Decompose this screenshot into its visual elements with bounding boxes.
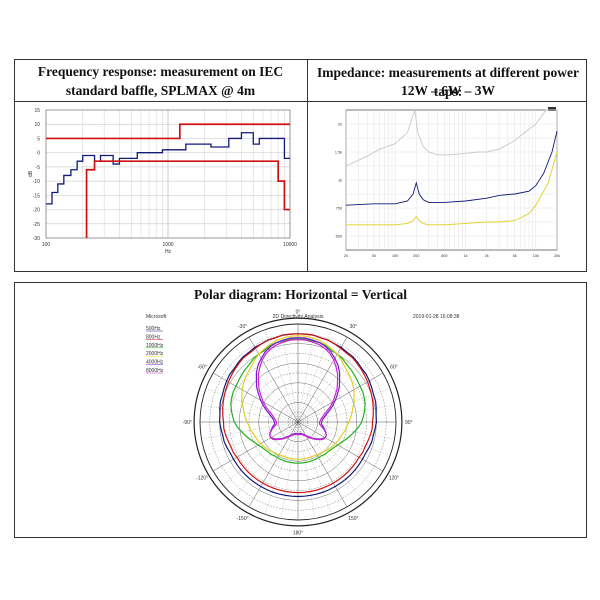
legend-entry-1000Hz: 1000Hz: [146, 343, 164, 349]
impedance-title-line1: Impedance: measurements at different pow…: [317, 65, 579, 99]
polar-curve-8000Hz: [257, 339, 339, 441]
frequency-response-title: Frequency response: measurement on IEC s…: [37, 64, 284, 98]
polar-angle-label: 60°: [390, 365, 398, 371]
x-tick-label: 100: [392, 254, 398, 258]
polar-angle-label: 90°: [405, 420, 413, 426]
polar-spoke: [297, 372, 383, 423]
column-divider: [307, 59, 308, 272]
x-tick-label: 5k: [513, 254, 517, 258]
top-table: [14, 59, 587, 272]
y-tick-label: -10: [33, 179, 40, 185]
polar-curve-800Hz: [222, 333, 374, 494]
polar-diagram-title: Polar diagram: Horizontal = Vertical: [194, 287, 407, 302]
legend-header: Microsoft: [146, 314, 167, 320]
polar-angle-label: -120°: [196, 475, 208, 481]
polar-angle-label: 150°: [348, 516, 358, 522]
red-series-line: [46, 123, 290, 140]
y-tick-label: 500: [336, 235, 342, 239]
legend-entry-2000Hz: 2000Hz: [146, 351, 164, 357]
polar-angle-label: 180°: [293, 531, 303, 537]
x-tick-label: 50: [372, 254, 376, 258]
y-tick-label: 1k: [338, 179, 342, 183]
polar-angle-label: -60°: [197, 365, 206, 371]
corner-logo: [548, 107, 556, 111]
y-tick-label: 750: [336, 207, 342, 211]
x-tick-label: 20k: [554, 254, 560, 258]
plot-area: [45, 109, 291, 239]
y-tick-label: 10: [34, 122, 40, 128]
y-tick-label: 0: [37, 151, 40, 157]
polar-curve-2000Hz: [241, 335, 355, 460]
impedance-12W-line: [346, 151, 558, 226]
polar-timestamp: 2019-01-28 16:08:38: [413, 314, 460, 320]
polar-spoke: [248, 337, 299, 423]
impedance-title-line2: 12W – 6W – 3W: [400, 83, 495, 98]
polar-spoke: [213, 372, 299, 423]
polar-panel: [14, 282, 587, 538]
x-tick-label: 500: [441, 254, 447, 258]
polar-angle-label: 120°: [389, 475, 399, 481]
y-tick-label: 1.5k: [335, 151, 342, 155]
blue-series-line: [46, 132, 290, 205]
legend-entry-800Hz: 800Hz: [146, 334, 161, 340]
impedance-3W-line: [345, 109, 557, 167]
x-tick-label: 100: [42, 242, 51, 248]
red-series-line: [85, 160, 290, 238]
polar-angle-label: -30°: [238, 324, 247, 330]
x-tick-label: 1k: [463, 254, 467, 258]
polar-angle-label: -90°: [183, 420, 192, 426]
polar-angle-label: 30°: [350, 324, 358, 330]
x-tick-label: 1000: [162, 242, 173, 248]
polar-curve-500Hz: [218, 333, 378, 498]
y-axis-label: dB: [28, 170, 34, 177]
x-tick-label: 20: [344, 254, 348, 258]
x-tick-label: 10k: [533, 254, 539, 258]
x-tick-label: 200: [413, 254, 419, 258]
x-tick-label: 2k: [485, 254, 489, 258]
y-tick-label: 15: [34, 108, 40, 114]
polar-angle-label: -150°: [237, 516, 249, 522]
polar-spoke: [297, 337, 348, 423]
y-tick-label: -20: [33, 208, 40, 214]
y-tick-label: 2k: [338, 123, 342, 127]
polar-curve-1000Hz: [230, 338, 366, 464]
y-tick-label: -5: [36, 165, 41, 171]
polar-title: 2D Directivity Analysis: [272, 314, 323, 320]
impedance-6W-line: [345, 130, 558, 206]
header-divider: [14, 101, 587, 102]
polar-curve-4000Hz: [255, 337, 341, 440]
polar-spoke: [213, 421, 299, 472]
x-axis-label: Hz: [165, 249, 172, 255]
y-tick-label: -30: [33, 236, 40, 242]
polar-spoke: [297, 421, 383, 472]
legend-entry-500Hz: 500Hz: [146, 326, 161, 332]
legend-entry-4000Hz: 4000Hz: [146, 360, 164, 366]
x-tick-label: 10000: [283, 242, 297, 248]
y-tick-label: -15: [33, 193, 40, 199]
y-tick-label: 5: [37, 136, 40, 142]
polar-angle-label: 0°: [296, 309, 301, 315]
y-tick-label: -25: [33, 222, 40, 228]
legend-entry-8000Hz: 8000Hz: [146, 368, 164, 374]
